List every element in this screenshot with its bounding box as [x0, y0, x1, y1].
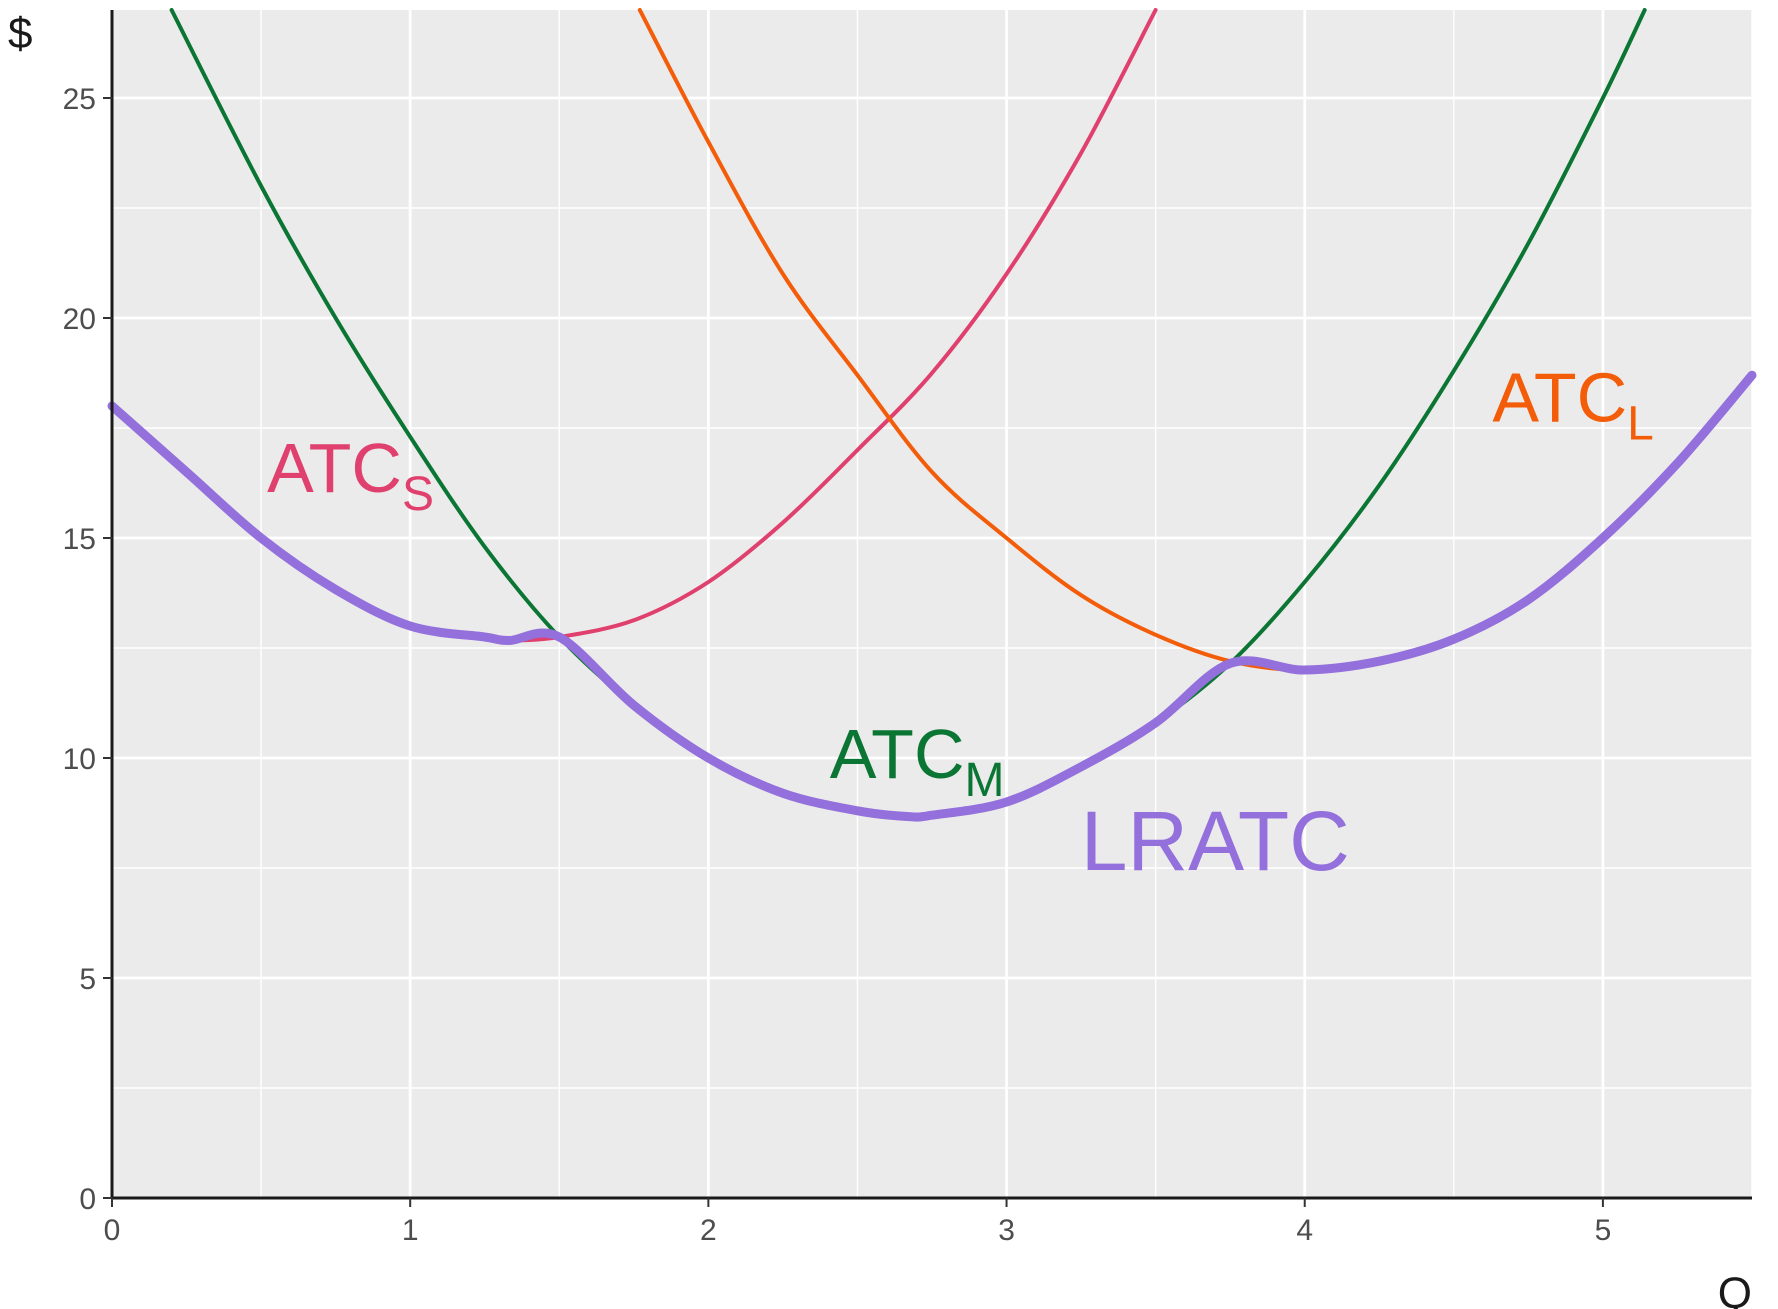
- y-tick-label: 20: [63, 303, 96, 336]
- curve-label-main: ATC: [267, 429, 402, 507]
- x-tick-label: 3: [998, 1214, 1015, 1247]
- x-tick-label: 4: [1296, 1214, 1313, 1247]
- y-tick-label: 0: [79, 1183, 96, 1216]
- x-axis-title: Q: [1718, 1269, 1752, 1309]
- curve-label-atcm: ATCM: [830, 715, 1005, 807]
- curve-label-lratc: LRATC: [1081, 794, 1350, 888]
- x-tick-label: 5: [1595, 1214, 1612, 1247]
- curve-label-main: LRATC: [1081, 794, 1350, 888]
- y-tick-label: 15: [63, 523, 96, 556]
- x-tick-label: 0: [104, 1214, 121, 1247]
- series-line-lratc: [107, 370, 1757, 822]
- curve-label-main: ATC: [830, 715, 965, 793]
- curve-label-atcl: ATCL: [1492, 358, 1654, 450]
- curve-label-atcs: ATCS: [267, 429, 434, 521]
- x-tick-label: 1: [402, 1214, 419, 1247]
- y-tick-label: 5: [79, 963, 96, 996]
- curve-label-main: ATC: [1492, 358, 1627, 436]
- y-tick-label: 10: [63, 743, 96, 776]
- series-layer: [107, 8, 1757, 822]
- y-axis-title: $: [8, 9, 32, 58]
- curve-label-subscript: S: [402, 468, 434, 521]
- curve-label-subscript: L: [1627, 397, 1654, 450]
- axes-layer: [110, 10, 1752, 1200]
- x-tick-label: 2: [700, 1214, 717, 1247]
- ticks-layer: 0 1 2 3 4 5 0 5 10 15 20 25: [63, 83, 1612, 1247]
- curve-label-subscript: M: [965, 754, 1005, 807]
- y-tick-label: 25: [63, 83, 96, 116]
- grid-minor: [112, 10, 1753, 1198]
